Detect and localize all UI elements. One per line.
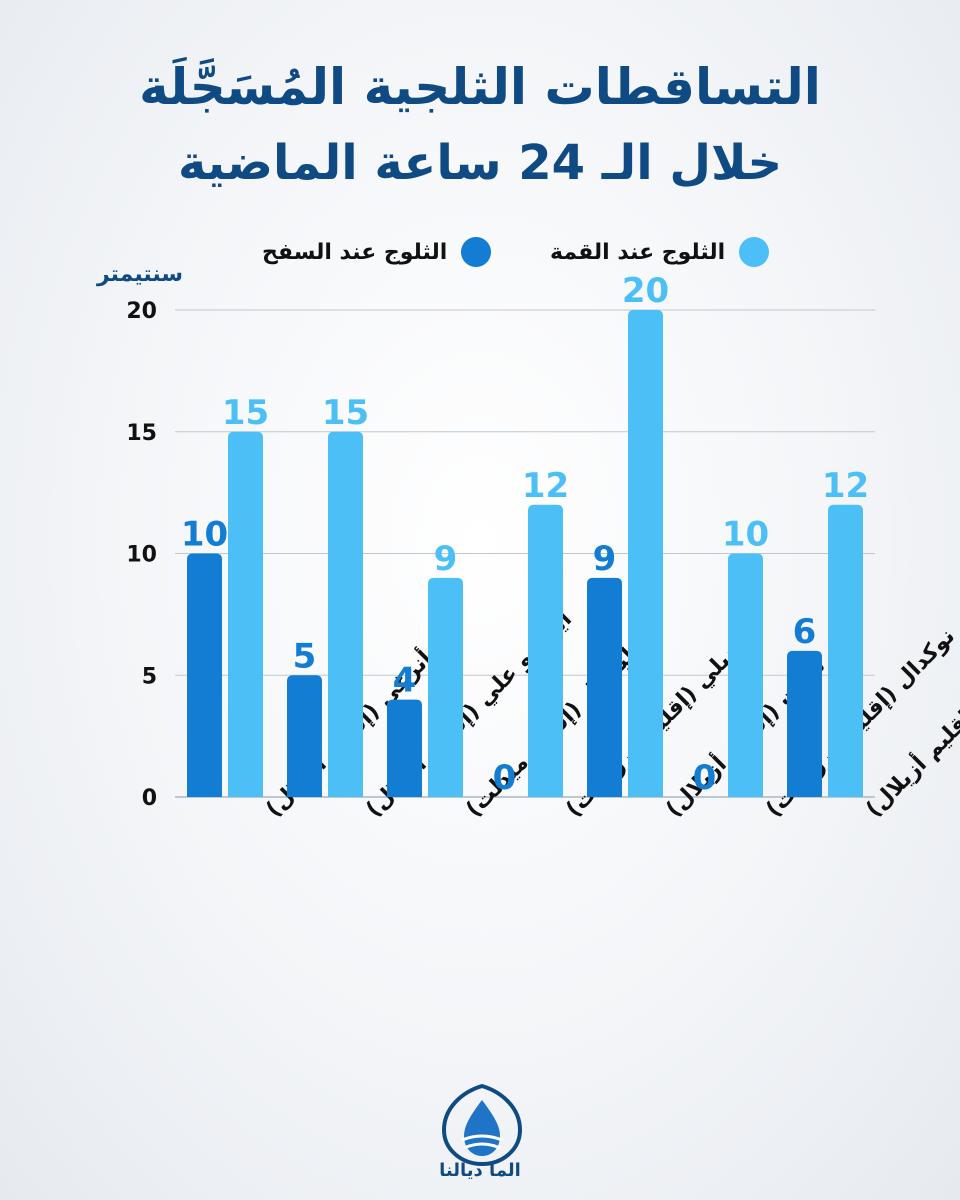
y-tick-label: 0	[142, 786, 157, 811]
chart-title-line1: التساقطات الثلجية المُسَجَّلَة	[139, 58, 821, 116]
bar-base	[787, 650, 822, 797]
data-label-summit: 20	[622, 271, 669, 311]
legend-label-base: الثلوج عند السفح	[262, 239, 448, 265]
data-label-base: 4	[393, 661, 417, 701]
data-label-base: 9	[593, 539, 617, 579]
y-tick-label: 5	[142, 664, 157, 689]
legend-swatch-summit	[739, 237, 770, 267]
chart-title-line2: خلال الـ 24 ساعة الماضية	[177, 135, 783, 191]
y-tick-label: 20	[126, 299, 157, 324]
bar-summit	[628, 310, 663, 797]
bar-base	[387, 699, 422, 797]
data-label-summit: 10	[722, 515, 769, 555]
bar-base	[287, 675, 322, 797]
data-label-base: 6	[793, 612, 817, 652]
brand-name: الما ديالنا	[439, 1160, 521, 1181]
legend-item-summit: الثلوج عند القمة	[550, 236, 770, 268]
y-tick-label: 15	[126, 421, 157, 446]
y-axis-unit-label: سنتيمتر	[97, 262, 183, 287]
bar-summit	[828, 504, 863, 797]
data-label-summit: 15	[222, 393, 269, 433]
brand-logo	[441, 1083, 523, 1167]
bar-summit	[528, 504, 563, 797]
data-label-summit: 9	[434, 539, 458, 579]
data-label-base: 10	[181, 515, 228, 555]
legend-label-summit: الثلوج عند القمة	[550, 239, 726, 265]
data-label-base: 0	[493, 758, 517, 798]
y-tick-label: 10	[126, 543, 157, 568]
bar-summit	[328, 431, 363, 797]
bar-base	[587, 577, 622, 797]
data-label-base: 0	[693, 758, 717, 798]
legend-item-base: الثلوج عند السفح	[262, 236, 492, 268]
bar-summit	[428, 577, 463, 797]
legend-swatch-base	[461, 237, 492, 267]
data-label-summit: 15	[322, 393, 369, 433]
bar-summit	[728, 553, 763, 797]
data-label-summit: 12	[522, 466, 569, 506]
data-label-summit: 12	[822, 466, 869, 506]
bar-summit	[228, 431, 263, 797]
data-label-base: 5	[293, 636, 317, 676]
bar-base	[187, 553, 222, 797]
